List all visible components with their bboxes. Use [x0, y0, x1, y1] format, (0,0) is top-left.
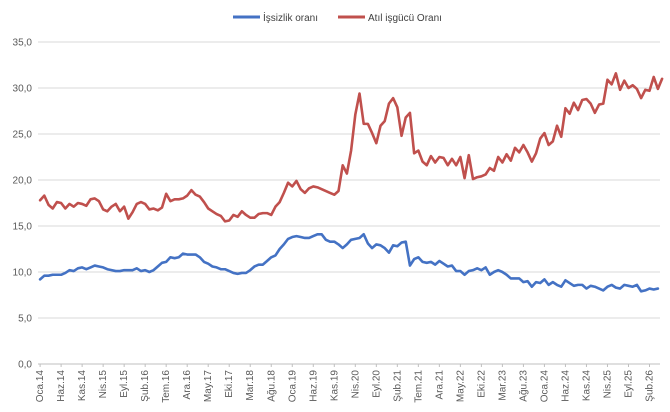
- x-tick-label: Mar.23: [497, 370, 508, 401]
- y-axis: 0,0 5,0 10,0 15,0 20,0 25,0 30,0 35,0: [13, 38, 33, 371]
- x-tick-label: Eki.17: [224, 370, 235, 398]
- x-tick-label: Haz.14: [56, 370, 67, 402]
- y-tick-label: 15,0: [13, 222, 33, 233]
- x-tick-label: Mar.18: [245, 370, 256, 401]
- x-tick-label: Nis.25: [602, 370, 613, 399]
- y-tick-label: 20,0: [13, 176, 33, 187]
- x-tick-label: Eyl.20: [371, 370, 382, 398]
- x-tick-label: Nis.15: [98, 370, 109, 399]
- x-tick-label: Ağu.23: [518, 370, 529, 402]
- x-tick-label: Haz.19: [308, 370, 319, 402]
- x-tick-label: Oca.24: [539, 370, 550, 403]
- x-tick-label: Şub.21: [392, 370, 403, 402]
- legend: İşsizlik oranı Atıl işgücü Oranı: [233, 11, 442, 24]
- y-tick-label: 10,0: [13, 268, 33, 279]
- y-tick-label: 0,0: [18, 360, 32, 371]
- y-tick-label: 5,0: [18, 314, 32, 325]
- y-tick-label: 35,0: [13, 38, 33, 49]
- legend-item-issizlik: İşsizlik oranı: [233, 11, 318, 24]
- legend-label-atil-isgucu: Atıl işgücü Oranı: [368, 13, 442, 24]
- x-tick-label: May.17: [203, 370, 214, 402]
- x-tick-label: May.22: [455, 370, 466, 402]
- x-tick-label: Tem.16: [161, 370, 172, 403]
- x-tick-label: Eyl.25: [623, 370, 634, 398]
- series-line-atil-isgucu: [38, 71, 664, 223]
- x-tick-label: Oca.14: [35, 370, 46, 403]
- legend-label-issizlik: İşsizlik oranı: [263, 11, 318, 24]
- x-tick-label: Şub.26: [644, 370, 655, 402]
- x-tick-label: Eyl.15: [119, 370, 130, 398]
- x-tick-label: Oca.19: [287, 370, 298, 403]
- x-tick-label: Haz.24: [560, 370, 571, 402]
- x-tick-label: Ara.21: [434, 370, 445, 400]
- series-line-issizlik: [38, 232, 660, 293]
- y-tick-label: 25,0: [13, 130, 33, 141]
- x-tick-label: Kas.14: [77, 370, 88, 402]
- x-tick-label: Ağu.18: [266, 370, 277, 402]
- x-tick-label: Şub.16: [140, 370, 151, 402]
- y-tick-label: 30,0: [13, 84, 33, 95]
- x-axis: Oca.14 Haz.14 Kas.14 Nis.15 Eyl.15 Şub.16 Tem.…: [35, 364, 655, 403]
- x-tick-label: Eki.22: [476, 370, 487, 398]
- x-tick-label: Ara.16: [182, 370, 193, 400]
- x-tick-label: Kas.19: [329, 370, 340, 402]
- x-tick-label: Nis.20: [350, 370, 361, 399]
- x-tick-label: Kas.24: [581, 370, 592, 402]
- x-tick-label: Tem.21: [413, 370, 424, 403]
- gridlines: [38, 41, 660, 365]
- series-lines: [38, 71, 664, 293]
- legend-item-atil-isgucu: Atıl işgücü Oranı: [338, 13, 442, 24]
